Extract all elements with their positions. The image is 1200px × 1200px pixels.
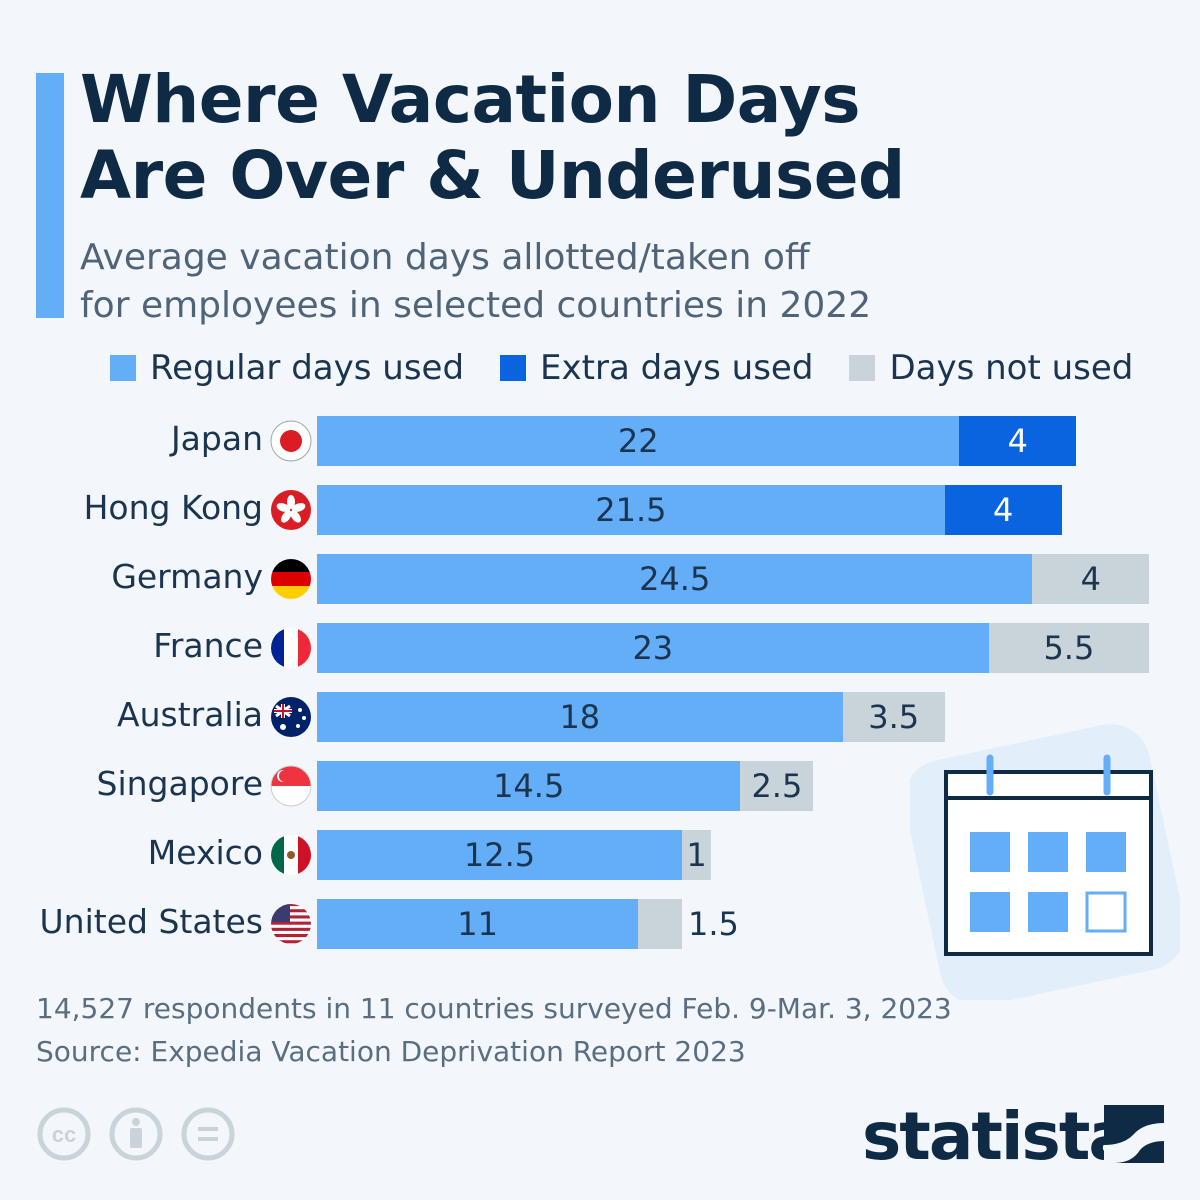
australia-flag-icon (271, 697, 311, 737)
legend-label: Regular days used (150, 348, 465, 388)
category-label-japan: Japan (170, 419, 263, 458)
category-label-hong-kong: Hong Kong (83, 488, 263, 527)
data-label: 5.5 (1043, 629, 1095, 667)
bar-singapore-days-not-used (740, 761, 814, 811)
bar-hong-kong-extra-days-used (944, 485, 1062, 535)
statista-logo: statista (862, 1098, 1133, 1175)
bar-germany-days-not-used (1032, 554, 1150, 604)
category-label-germany: Germany (111, 557, 263, 596)
data-label: 4 (1080, 560, 1101, 598)
subtitle-line-2: for employees in selected countries in 2… (80, 285, 872, 326)
data-label: 11 (457, 905, 498, 943)
statista-logo-mark (1104, 1105, 1164, 1163)
legend: Regular days used Extra days used Days n… (110, 348, 1133, 388)
data-label: 4 (993, 491, 1014, 529)
mexico-flag-icon (271, 835, 311, 875)
bar-japan-extra-days-used (959, 416, 1077, 466)
calendar-illustration (910, 724, 1180, 1000)
chart-title: Where Vacation Days Are Over & Underused (80, 62, 905, 214)
data-label: 3.5 (868, 698, 920, 736)
data-label: 21.5 (595, 491, 667, 529)
bar-mexico-days-not-used (682, 830, 712, 880)
legend-item-not-used: Days not used (849, 348, 1133, 388)
united-states-flag-icon (271, 904, 311, 944)
legend-item-extra: Extra days used (500, 348, 813, 388)
hong-kong-flag-icon (271, 490, 311, 530)
title-line-1: Where Vacation Days (80, 61, 861, 138)
data-label: 4 (1007, 422, 1028, 460)
data-label: 1.5 (688, 905, 739, 943)
singapore-flag-icon (270, 765, 312, 807)
category-label-singapore: Singapore (96, 764, 263, 803)
bar-australia-days-not-used (842, 692, 945, 742)
category-label-france: France (153, 626, 263, 665)
data-label: 23 (632, 629, 674, 667)
bar-united-states-regular-days-used (317, 899, 639, 949)
bar-australia-regular-days-used (317, 692, 843, 742)
data-label: 1 (686, 836, 707, 874)
germany-flag-icon (271, 559, 311, 599)
category-label-australia: Australia (117, 695, 263, 734)
creative-commons-icon[interactable]: cc (37, 1107, 91, 1161)
japan-flag-icon (270, 420, 312, 462)
legend-label: Days not used (889, 348, 1134, 388)
bar-hong-kong-regular-days-used (317, 485, 945, 535)
chart-subtitle: Average vacation days allotted/taken off… (80, 234, 871, 330)
data-label: 18 (559, 698, 601, 736)
bar-germany-regular-days-used (317, 554, 1033, 604)
bar-singapore-regular-days-used (317, 761, 741, 811)
legend-swatch (500, 355, 527, 381)
bar-france-regular-days-used (317, 623, 989, 673)
legend-swatch (849, 355, 876, 381)
bar-france-days-not-used (988, 623, 1150, 673)
data-label: 22 (617, 422, 659, 460)
legend-swatch (110, 355, 136, 381)
attribution-icon[interactable] (109, 1107, 163, 1161)
bar-japan-regular-days-used (317, 416, 960, 466)
legend-item-regular: Regular days used (110, 348, 464, 388)
title-accent-bar (36, 73, 64, 318)
france-flag-icon (271, 628, 311, 668)
category-label-mexico: Mexico (147, 833, 263, 872)
title-line-2: Are Over & Underused (80, 137, 905, 214)
data-label: 24.5 (639, 560, 711, 598)
bar-mexico-regular-days-used (317, 830, 682, 880)
no-derivatives-icon[interactable] (181, 1107, 235, 1161)
bar-united-states-days-not-used (638, 899, 682, 949)
category-label-united-states: United States (39, 902, 263, 941)
svg-text:cc: cc (52, 1122, 76, 1147)
data-label: 2.5 (751, 767, 803, 805)
data-label: 14.5 (493, 767, 565, 805)
subtitle-line-1: Average vacation days allotted/taken off (80, 237, 810, 278)
source-note: Source: Expedia Vacation Deprivation Rep… (36, 1035, 746, 1068)
legend-label: Extra days used (540, 348, 814, 388)
data-label: 12.5 (463, 836, 536, 874)
survey-note: 14,527 respondents in 11 countries surve… (36, 992, 952, 1025)
